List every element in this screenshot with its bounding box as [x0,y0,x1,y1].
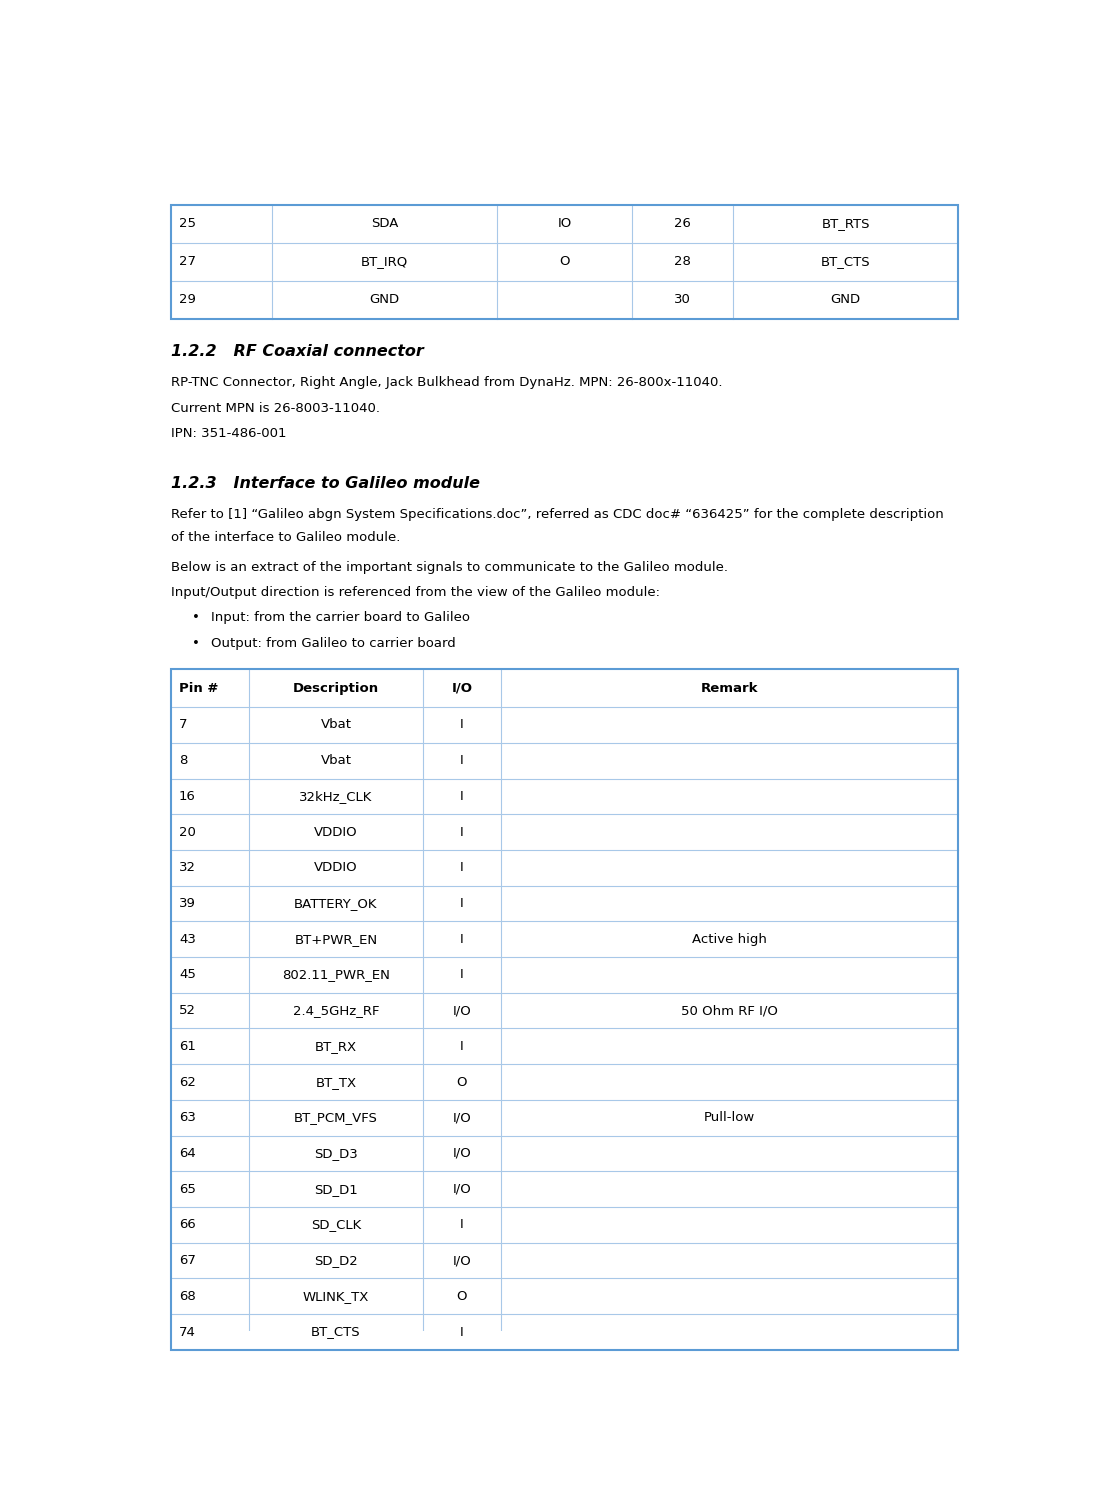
Text: Description: Description [293,682,379,694]
Text: 20: 20 [179,826,196,839]
Text: BT_RTS: BT_RTS [822,217,870,230]
Text: BT_RX: BT_RX [315,1040,357,1053]
Text: I: I [460,898,463,910]
Text: Pull-low: Pull-low [704,1112,755,1125]
Text: 26: 26 [674,217,691,230]
Text: 62: 62 [179,1076,196,1089]
Text: 16: 16 [179,790,196,803]
Text: 68: 68 [179,1290,196,1303]
Text: 43: 43 [179,932,196,945]
Text: 29: 29 [179,293,196,307]
Text: GND: GND [369,293,399,307]
Text: 65: 65 [179,1183,196,1195]
Text: 32: 32 [179,862,196,874]
Text: IPN: 351-486-001: IPN: 351-486-001 [171,428,286,440]
Text: 45: 45 [179,968,196,981]
Text: •: • [192,637,200,649]
Text: I: I [460,932,463,945]
Text: VDDIO: VDDIO [314,826,357,839]
Text: O: O [457,1076,467,1089]
Text: BATTERY_OK: BATTERY_OK [294,898,378,910]
Text: Remark: Remark [701,682,759,694]
Text: 802.11_PWR_EN: 802.11_PWR_EN [282,968,390,981]
Text: 74: 74 [179,1325,196,1339]
Bar [171,669,959,1349]
Text: I: I [460,718,463,732]
Text: I/O: I/O [453,1112,471,1125]
Text: of the interface to Galileo module.: of the interface to Galileo module. [171,531,400,545]
Text: 52: 52 [179,1004,196,1017]
Text: I/O: I/O [453,1183,471,1195]
Text: I/O: I/O [453,1254,471,1267]
Text: 32kHz_CLK: 32kHz_CLK [299,790,373,803]
Text: 50 Ohm RF I/O: 50 Ohm RF I/O [681,1004,778,1017]
Text: I/O: I/O [453,1004,471,1017]
Text: •: • [192,612,200,624]
Text: 64: 64 [179,1147,196,1159]
Text: BT_PCM_VFS: BT_PCM_VFS [294,1112,378,1125]
Text: RP-TNC Connector, Right Angle, Jack Bulkhead from DynaHz. MPN: 26-800x-11040.: RP-TNC Connector, Right Angle, Jack Bulk… [171,377,722,389]
Text: BT_CTS: BT_CTS [821,256,870,268]
Text: 7: 7 [179,718,188,732]
Text: O: O [457,1290,467,1303]
Text: GND: GND [831,293,861,307]
Text: Pin #: Pin # [179,682,219,694]
Text: Output: from Galileo to carrier board: Output: from Galileo to carrier board [211,637,456,649]
Text: Input/Output direction is referenced from the view of the Galileo module:: Input/Output direction is referenced fro… [171,586,659,598]
Text: SD_D3: SD_D3 [314,1147,357,1159]
Text: 28: 28 [674,256,691,268]
Text: I: I [460,1325,463,1339]
Text: 25: 25 [179,217,196,230]
Text: I: I [460,826,463,839]
Text: SDA: SDA [371,217,398,230]
Text: 2.4_5GHz_RF: 2.4_5GHz_RF [293,1004,379,1017]
Text: Refer to [1] “Galileo abgn System Specifications.doc”, referred as CDC doc# “636: Refer to [1] “Galileo abgn System Specif… [171,507,943,521]
Text: 30: 30 [674,293,691,307]
Text: 66: 66 [179,1218,196,1231]
Text: IO: IO [557,217,572,230]
Text: Active high: Active high [692,932,767,945]
Text: BT+PWR_EN: BT+PWR_EN [294,932,377,945]
Text: 1.2.3   Interface to Galileo module: 1.2.3 Interface to Galileo module [171,476,480,491]
Text: I/O: I/O [453,1147,471,1159]
Text: I: I [460,862,463,874]
Text: 39: 39 [179,898,196,910]
Text: 63: 63 [179,1112,196,1125]
Text: Current MPN is 26-8003-11040.: Current MPN is 26-8003-11040. [171,402,379,414]
Text: SD_D2: SD_D2 [314,1254,357,1267]
Bar [171,205,959,319]
Text: I: I [460,1040,463,1053]
Text: I: I [460,1218,463,1231]
Text: I: I [460,754,463,767]
Text: Vbat: Vbat [320,754,352,767]
Text: BT_CTS: BT_CTS [312,1325,361,1339]
Text: 27: 27 [179,256,196,268]
Text: I/O: I/O [451,682,472,694]
Text: WLINK_TX: WLINK_TX [303,1290,369,1303]
Text: 8: 8 [179,754,187,767]
Text: 1.2.2   RF Coaxial connector: 1.2.2 RF Coaxial connector [171,344,423,359]
Text: 67: 67 [179,1254,196,1267]
Text: BT_IRQ: BT_IRQ [361,256,408,268]
Text: I: I [460,968,463,981]
Text: Below is an extract of the important signals to communicate to the Galileo modul: Below is an extract of the important sig… [171,561,728,574]
Text: 61: 61 [179,1040,196,1053]
Text: SD_D1: SD_D1 [314,1183,357,1195]
Text: I: I [460,790,463,803]
Text: O: O [560,256,569,268]
Text: Vbat: Vbat [320,718,352,732]
Text: VDDIO: VDDIO [314,862,357,874]
Text: BT_TX: BT_TX [316,1076,356,1089]
Text: SD_CLK: SD_CLK [310,1218,361,1231]
Text: Input: from the carrier board to Galileo: Input: from the carrier board to Galileo [211,612,470,624]
